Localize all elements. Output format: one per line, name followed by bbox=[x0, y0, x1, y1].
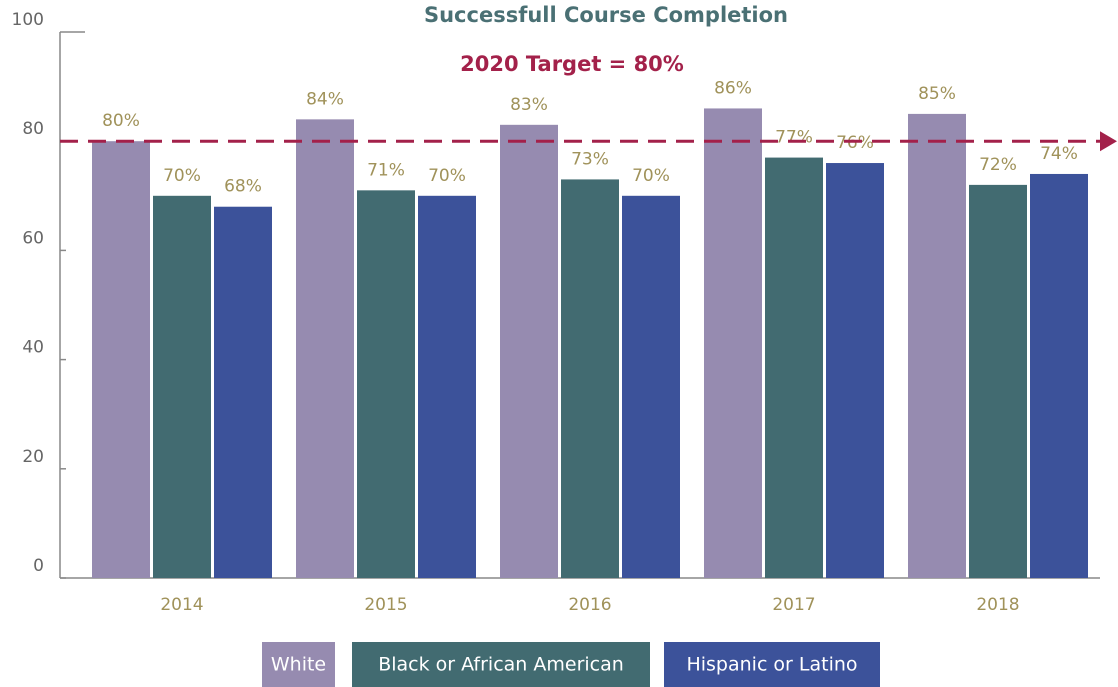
value-label: 86% bbox=[714, 78, 752, 98]
legend-swatch bbox=[262, 642, 335, 687]
value-label: 80% bbox=[102, 111, 140, 131]
value-label: 85% bbox=[918, 84, 956, 104]
value-label: 84% bbox=[306, 89, 344, 109]
y-tick-label: 40 bbox=[22, 338, 44, 358]
annotation: 2020 Target = 80% bbox=[460, 52, 684, 76]
x-tick-label: 2014 bbox=[160, 595, 203, 615]
x-tick-label: 2015 bbox=[364, 595, 407, 615]
bar bbox=[500, 124, 558, 578]
bar bbox=[765, 157, 823, 578]
y-tick-label: 60 bbox=[22, 228, 44, 248]
value-label: 73% bbox=[571, 149, 609, 169]
y-tick-label: 80 bbox=[22, 119, 44, 139]
value-label: 70% bbox=[163, 166, 201, 186]
value-label: 71% bbox=[367, 160, 405, 180]
value-label: 77% bbox=[775, 128, 813, 148]
target-arrow bbox=[1100, 131, 1117, 152]
value-label: 76% bbox=[836, 133, 874, 153]
legend-swatch bbox=[352, 642, 650, 687]
legend-label: White bbox=[271, 654, 326, 676]
bar bbox=[969, 184, 1027, 578]
bar bbox=[92, 141, 150, 578]
bar bbox=[153, 195, 211, 579]
value-label: 74% bbox=[1040, 144, 1078, 164]
x-tick-label: 2016 bbox=[568, 595, 611, 615]
legend-swatch bbox=[664, 642, 880, 687]
chart-title: Successfull Course Completion bbox=[424, 3, 788, 27]
y-tick-label: 20 bbox=[22, 447, 44, 467]
value-label: 72% bbox=[979, 155, 1017, 175]
bar bbox=[418, 195, 476, 579]
y-tick-label: 0 bbox=[33, 556, 44, 576]
value-label: 70% bbox=[428, 166, 466, 186]
value-label: 68% bbox=[224, 177, 262, 197]
bar bbox=[1030, 173, 1088, 578]
legend-label: Hispanic or Latino bbox=[686, 654, 857, 676]
x-tick-label: 2017 bbox=[772, 595, 815, 615]
value-label: 83% bbox=[510, 95, 548, 115]
bar bbox=[214, 206, 272, 578]
bar bbox=[561, 179, 619, 579]
legend-label: Black or African American bbox=[378, 654, 624, 676]
value-label: 70% bbox=[632, 166, 670, 186]
y-tick-label: 100 bbox=[12, 10, 44, 30]
x-tick-label: 2018 bbox=[976, 595, 1019, 615]
bar bbox=[296, 119, 354, 579]
bar bbox=[908, 113, 966, 579]
bar bbox=[704, 108, 762, 578]
bar bbox=[357, 190, 415, 578]
bar bbox=[826, 163, 884, 579]
bar bbox=[622, 195, 680, 579]
